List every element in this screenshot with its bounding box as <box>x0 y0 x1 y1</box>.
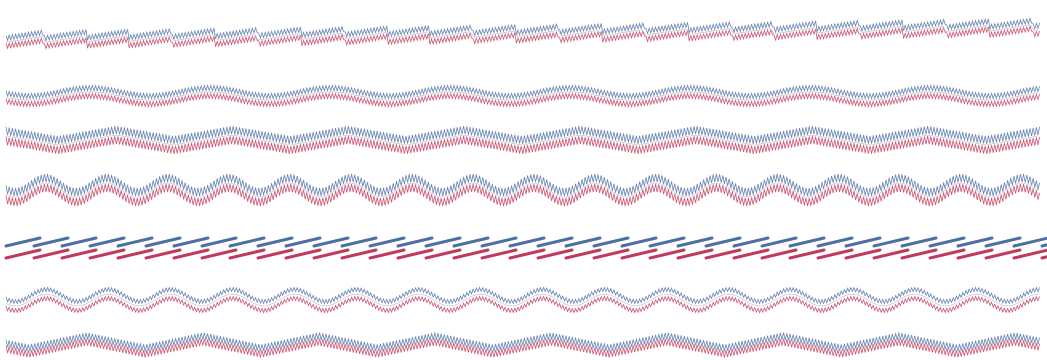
red-braid <box>620 248 658 260</box>
blue-braid <box>284 236 322 248</box>
red-braid <box>480 248 518 260</box>
red-braid <box>32 248 70 260</box>
blue-stitch <box>5 332 1040 352</box>
red-braid <box>312 248 350 260</box>
red-braid <box>508 248 546 260</box>
blue-stitch <box>5 17 1040 42</box>
blue-stitch <box>5 173 1040 197</box>
red-braid <box>816 248 854 260</box>
blue-braid <box>424 236 462 248</box>
blue-braid <box>816 236 854 248</box>
blue-braid <box>4 236 42 248</box>
red-braid <box>872 248 910 260</box>
thread-line <box>5 182 1039 198</box>
thread-line <box>5 91 1039 101</box>
blue-braid <box>536 236 574 248</box>
red-braid <box>284 248 322 260</box>
blue-braid <box>88 236 126 248</box>
blue-braid <box>788 236 826 248</box>
thread-line <box>5 338 1039 352</box>
red-braid <box>116 248 154 260</box>
red-braid <box>60 248 98 260</box>
blue-braid <box>340 236 378 248</box>
blue-braid <box>984 236 1022 248</box>
red-braid <box>228 248 266 260</box>
blue-braid <box>1012 236 1047 248</box>
red-braid <box>256 248 294 260</box>
red-stitch <box>5 136 1040 155</box>
red-braid <box>956 248 994 260</box>
red-braid <box>1012 248 1047 260</box>
blue-braid <box>116 236 154 248</box>
blue-braid <box>32 236 70 248</box>
blue-braid <box>508 236 546 248</box>
thread-line <box>5 24 1039 43</box>
blue-braid <box>704 236 742 248</box>
red-braid <box>564 248 602 260</box>
blue-stitch <box>5 84 1040 100</box>
thread-line <box>5 135 1039 146</box>
blue-braid <box>564 236 602 248</box>
blue-braid <box>228 236 266 248</box>
blue-stitch <box>5 286 1040 305</box>
red-braid <box>200 248 238 260</box>
red-braid <box>648 248 686 260</box>
red-braid <box>536 248 574 260</box>
blue-braid <box>620 236 658 248</box>
blue-braid <box>312 236 350 248</box>
red-braid <box>900 248 938 260</box>
blue-braid <box>732 236 770 248</box>
red-stitch <box>5 183 1040 207</box>
blue-braid <box>760 236 798 248</box>
blue-braid <box>900 236 938 248</box>
red-braid <box>172 248 210 260</box>
red-braid <box>760 248 798 260</box>
red-braid <box>704 248 742 260</box>
red-braid <box>88 248 126 260</box>
blue-braid <box>676 236 714 248</box>
red-stitch <box>5 25 1040 50</box>
red-braid <box>788 248 826 260</box>
blue-braid <box>396 236 434 248</box>
blue-braid <box>256 236 294 248</box>
blue-braid <box>928 236 966 248</box>
blue-braid <box>956 236 994 248</box>
red-braid <box>340 248 378 260</box>
red-braid <box>592 248 630 260</box>
red-stitch <box>5 295 1040 314</box>
red-stitch <box>5 92 1040 108</box>
red-braid <box>452 248 490 260</box>
blue-braid <box>368 236 406 248</box>
red-braid <box>984 248 1022 260</box>
red-braid <box>844 248 882 260</box>
blue-braid <box>844 236 882 248</box>
blue-stitch <box>5 126 1040 145</box>
red-braid <box>928 248 966 260</box>
blue-braid <box>60 236 98 248</box>
red-braid <box>396 248 434 260</box>
blue-braid <box>144 236 182 248</box>
blue-braid <box>200 236 238 248</box>
red-braid <box>424 248 462 260</box>
red-braid <box>4 248 42 260</box>
blue-braid <box>592 236 630 248</box>
blue-braid <box>480 236 518 248</box>
red-braid <box>732 248 770 260</box>
red-braid <box>368 248 406 260</box>
blue-braid <box>872 236 910 248</box>
thread-line <box>5 293 1039 307</box>
blue-braid <box>452 236 490 248</box>
blue-braid <box>172 236 210 248</box>
red-braid <box>676 248 714 260</box>
red-braid <box>144 248 182 260</box>
red-stitch <box>5 338 1040 358</box>
blue-braid <box>648 236 686 248</box>
